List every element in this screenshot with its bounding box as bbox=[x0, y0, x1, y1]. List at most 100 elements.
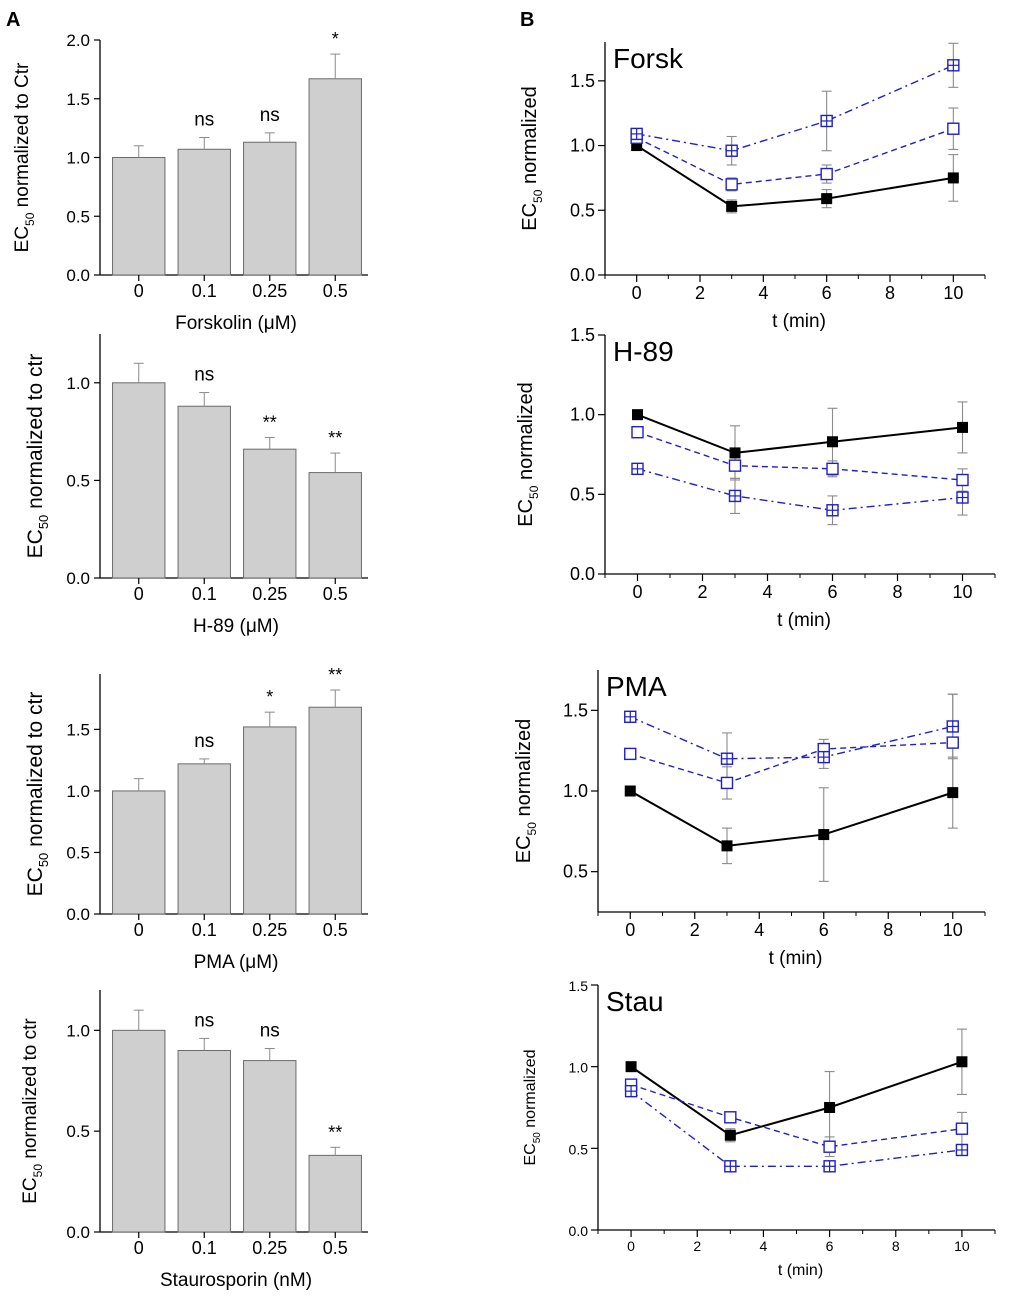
y-tick-label: 1.5 bbox=[563, 700, 588, 720]
significance-label: ns bbox=[194, 1010, 214, 1031]
y-tick-label: 0.5 bbox=[66, 471, 90, 490]
x-tick-label: 0 bbox=[625, 920, 635, 940]
bar bbox=[308, 78, 362, 276]
y-tick-label: 0.5 bbox=[570, 484, 595, 504]
x-tick-label: 0 bbox=[134, 920, 144, 940]
series-line-solid-filled bbox=[637, 413, 963, 454]
data-point bbox=[726, 200, 738, 212]
series-line-dashed-open bbox=[630, 1083, 963, 1148]
data-point bbox=[728, 459, 742, 472]
y-tick-label: 1.5 bbox=[570, 71, 595, 91]
x-tick-label: 6 bbox=[826, 1238, 834, 1254]
y-tick-label: 1.5 bbox=[570, 325, 595, 345]
x-tick-label: 0.5 bbox=[323, 584, 348, 604]
y-tick-label: 0.5 bbox=[570, 200, 595, 220]
chart-title: Stau bbox=[606, 986, 664, 1017]
y-axis-label: EC50 normalized bbox=[513, 719, 539, 864]
significance-label: ns bbox=[260, 1020, 280, 1041]
data-point bbox=[946, 736, 959, 749]
data-point bbox=[729, 447, 741, 459]
x-tick-label: 0.1 bbox=[192, 584, 217, 604]
y-tick-label: 1.0 bbox=[569, 1060, 589, 1076]
y-axis-label: EC50 normalized to Ctr bbox=[12, 62, 37, 252]
x-axis-label: t (min) bbox=[769, 948, 823, 969]
data-point bbox=[824, 1102, 836, 1113]
y-axis-label: EC50 normalized to ctr bbox=[20, 1018, 45, 1204]
bar bbox=[112, 382, 166, 579]
data-point bbox=[947, 787, 959, 799]
y-tick-label: 1.0 bbox=[66, 149, 90, 168]
data-point bbox=[826, 462, 839, 476]
x-tick-label: 0.5 bbox=[323, 1238, 348, 1258]
data-point bbox=[624, 785, 636, 797]
panel-a-label: A bbox=[6, 9, 20, 31]
data-point bbox=[631, 425, 644, 439]
x-tick-label: 0 bbox=[627, 1238, 635, 1254]
chart-b4: 0.0 0.5 1.0 1.5 0 2 4 6 8 10 Stau t (min) EC50 norma… bbox=[522, 978, 996, 1279]
y-tick-label: 1.0 bbox=[563, 781, 588, 801]
data-point bbox=[631, 140, 643, 152]
significance-label: ns bbox=[260, 105, 280, 126]
x-tick-label: 0 bbox=[134, 584, 144, 604]
x-axis-label: Forskolin (μM) bbox=[175, 313, 297, 334]
data-point bbox=[955, 1122, 969, 1135]
x-tick-label: 10 bbox=[943, 283, 963, 303]
chart-a2: 0.0 0.5 1.0 0 0.1 ns 0.25 ** 0.5 ** H-89 (μM) EC50 … bbox=[24, 334, 368, 637]
x-tick-label: 0.25 bbox=[252, 1238, 287, 1258]
chart-a1: 0.0 0.5 1.0 1.5 2.0 0 0.1 ns 0.25 ns 0.5 * Forskolin… bbox=[12, 29, 368, 334]
y-tick-label: 1.0 bbox=[66, 1021, 90, 1040]
y-tick-label: 1.0 bbox=[66, 374, 90, 393]
x-axis-label: t (min) bbox=[777, 610, 831, 631]
significance-label: ** bbox=[263, 412, 277, 432]
y-axis-label: EC50 normalized bbox=[519, 86, 545, 231]
x-tick-label: 0 bbox=[134, 281, 144, 301]
y-tick-label: 0.0 bbox=[66, 1223, 90, 1242]
x-axis-label: PMA (μM) bbox=[194, 952, 279, 973]
x-tick-label: 8 bbox=[892, 1238, 900, 1254]
bar bbox=[308, 706, 362, 915]
x-axis-label: t (min) bbox=[772, 311, 826, 332]
x-tick-label: 0 bbox=[632, 582, 642, 602]
x-tick-label: 2 bbox=[697, 582, 707, 602]
chart-b3: 0.5 1.0 1.5 0 2 4 6 8 10 PMA t (min) EC50 normalize… bbox=[513, 670, 986, 969]
data-point bbox=[956, 473, 969, 487]
y-tick-label: 0.5 bbox=[66, 207, 90, 226]
y-tick-label: 0.0 bbox=[570, 564, 595, 584]
x-axis-label: Staurosporin (nM) bbox=[160, 1270, 312, 1291]
y-tick-label: 1.5 bbox=[66, 90, 90, 109]
y-tick-label: 1.0 bbox=[66, 782, 90, 801]
y-tick-label: 1.0 bbox=[570, 405, 595, 425]
y-tick-label: 1.5 bbox=[569, 978, 589, 994]
x-tick-label: 6 bbox=[819, 920, 829, 940]
x-tick-label: 0.1 bbox=[192, 1238, 217, 1258]
series-line-dashdot-crossed bbox=[636, 64, 954, 152]
data-point bbox=[724, 1129, 736, 1141]
data-point bbox=[947, 172, 959, 184]
x-tick-label: 2 bbox=[690, 920, 700, 940]
significance-label: ** bbox=[328, 665, 342, 685]
x-tick-label: 2 bbox=[695, 283, 705, 303]
bar bbox=[243, 1060, 297, 1233]
y-tick-label: 0.0 bbox=[66, 569, 90, 588]
x-tick-label: 0.25 bbox=[252, 584, 287, 604]
chart-title: H-89 bbox=[613, 336, 674, 367]
bar bbox=[112, 790, 166, 915]
y-tick-label: 0.0 bbox=[570, 265, 595, 285]
x-tick-label: 4 bbox=[762, 582, 772, 602]
x-axis-label: H-89 (μM) bbox=[193, 616, 279, 637]
bar bbox=[243, 141, 297, 276]
x-tick-label: 0.5 bbox=[323, 920, 348, 940]
data-point bbox=[724, 1111, 737, 1124]
series-line-solid-filled bbox=[636, 144, 954, 208]
y-tick-label: 0.0 bbox=[66, 266, 90, 285]
significance-label: ** bbox=[328, 1122, 342, 1142]
series-line-solid-filled bbox=[630, 1060, 963, 1137]
data-point bbox=[827, 436, 838, 448]
x-tick-label: 10 bbox=[952, 582, 972, 602]
chart-a3: 0.0 0.5 1.0 1.5 0 0.1 ns 0.25 * 0.5 ** PMA (μM) EC50… bbox=[24, 665, 368, 973]
series-line-solid-filled bbox=[629, 790, 954, 847]
y-axis-label: EC50 normalized to ctr bbox=[24, 354, 51, 559]
data-point bbox=[818, 829, 830, 841]
data-point bbox=[821, 193, 833, 205]
